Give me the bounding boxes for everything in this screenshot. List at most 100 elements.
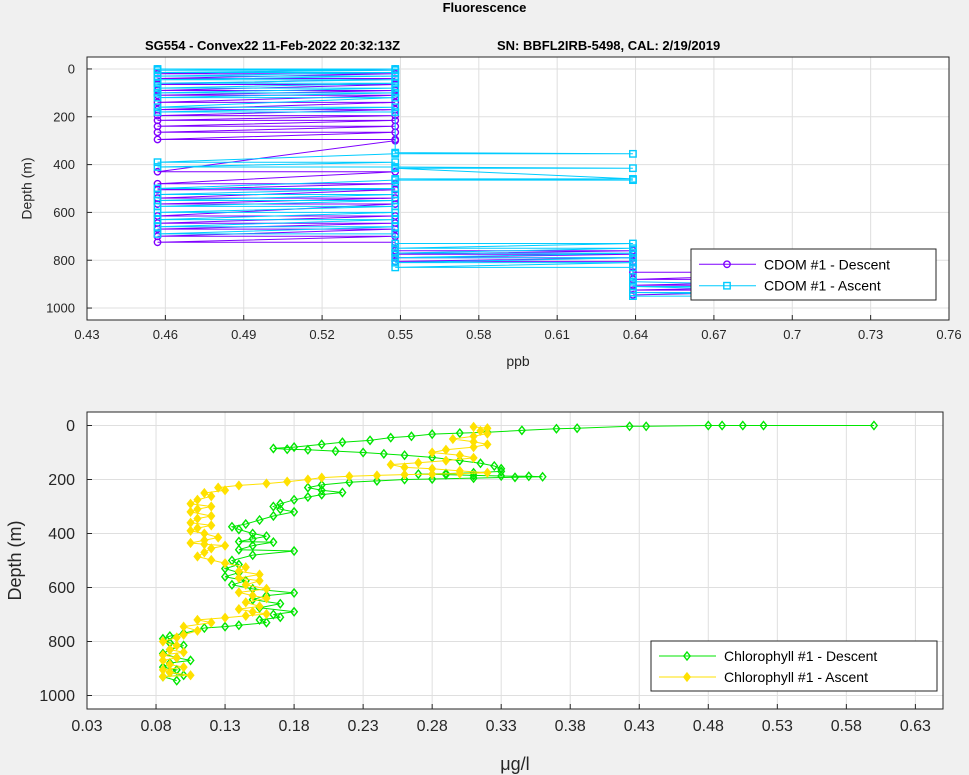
data-point bbox=[276, 598, 285, 609]
data-point bbox=[391, 108, 400, 116]
data-point bbox=[338, 487, 347, 498]
data-point bbox=[227, 579, 237, 590]
data-point bbox=[441, 444, 451, 455]
data-point bbox=[428, 429, 437, 440]
legend-marker bbox=[723, 260, 731, 269]
data-point bbox=[193, 614, 202, 626]
x-tick-label: 0.03 bbox=[71, 718, 102, 735]
data-point bbox=[428, 447, 437, 458]
data-point bbox=[153, 238, 162, 247]
data-point bbox=[391, 103, 400, 112]
y-tick-label: 200 bbox=[53, 109, 75, 124]
data-point bbox=[317, 479, 326, 491]
data-point bbox=[220, 571, 230, 582]
data-point bbox=[629, 277, 637, 286]
data-point bbox=[290, 587, 299, 599]
data-point bbox=[153, 108, 162, 116]
data-point bbox=[165, 667, 174, 678]
data-point bbox=[207, 543, 216, 554]
data-point bbox=[629, 263, 637, 272]
data-point bbox=[331, 446, 340, 457]
data-point bbox=[234, 566, 243, 577]
x-axis-label: μg/l bbox=[500, 754, 529, 774]
series-1 bbox=[158, 420, 879, 686]
data-point bbox=[704, 420, 713, 431]
data-point bbox=[538, 471, 547, 482]
data-layer bbox=[158, 420, 879, 686]
data-point bbox=[165, 659, 174, 670]
data-point bbox=[718, 420, 727, 431]
x-tick-label: 0.38 bbox=[555, 718, 586, 735]
data-point bbox=[476, 425, 485, 437]
series-line bbox=[157, 68, 871, 297]
legend-marker bbox=[682, 650, 692, 662]
data-point bbox=[255, 514, 264, 526]
data-point bbox=[241, 518, 250, 530]
data-point bbox=[153, 163, 162, 171]
x-tick-label: 0.49 bbox=[231, 327, 256, 342]
data-point bbox=[153, 222, 162, 231]
data-point bbox=[200, 528, 209, 539]
data-point bbox=[262, 593, 271, 604]
data-point bbox=[153, 215, 162, 224]
data-point bbox=[391, 230, 400, 238]
data-point bbox=[234, 587, 243, 598]
data-point bbox=[629, 239, 637, 248]
data-point bbox=[738, 420, 747, 431]
data-point bbox=[386, 459, 395, 470]
y-tick-label: 600 bbox=[48, 580, 75, 597]
data-point bbox=[214, 532, 223, 543]
data-point bbox=[629, 249, 637, 257]
data-point bbox=[220, 612, 230, 623]
data-point bbox=[193, 625, 202, 636]
legend-marker bbox=[723, 281, 731, 290]
y-tick-label: 800 bbox=[53, 253, 75, 268]
data-point bbox=[193, 494, 202, 505]
data-point bbox=[153, 184, 162, 193]
x-tick-label: 0.48 bbox=[693, 718, 724, 735]
data-point bbox=[153, 98, 162, 107]
data-point bbox=[234, 603, 243, 615]
data-point bbox=[391, 222, 400, 231]
data-point bbox=[391, 253, 400, 262]
data-point bbox=[153, 167, 162, 176]
data-point bbox=[153, 84, 162, 92]
y-tick-label: 400 bbox=[53, 157, 75, 172]
data-point bbox=[200, 622, 209, 634]
data-point bbox=[573, 423, 582, 434]
data-point bbox=[248, 528, 257, 539]
y-tick-label: 1000 bbox=[39, 688, 75, 705]
data-point bbox=[391, 244, 400, 253]
data-point bbox=[158, 649, 168, 661]
data-point bbox=[153, 128, 162, 137]
data-point bbox=[391, 215, 400, 224]
plot-subtitle-right: SN: BBFL2IRB-5498, CAL: 2/19/2019 bbox=[497, 38, 721, 53]
data-point bbox=[234, 480, 243, 491]
legend-marker bbox=[682, 671, 692, 683]
data-point bbox=[179, 629, 188, 640]
data-point bbox=[317, 439, 326, 450]
data-point bbox=[200, 487, 209, 499]
data-point bbox=[391, 158, 400, 167]
data-point bbox=[255, 575, 264, 586]
x-tick-label: 0.63 bbox=[900, 718, 931, 735]
data-point bbox=[629, 282, 637, 291]
data-point bbox=[207, 617, 216, 628]
data-point bbox=[200, 547, 209, 558]
data-point bbox=[158, 655, 168, 666]
data-point bbox=[153, 88, 162, 97]
data-point bbox=[290, 441, 299, 453]
data-point bbox=[483, 467, 492, 478]
data-point bbox=[400, 450, 409, 461]
data-point bbox=[283, 476, 292, 487]
data-point bbox=[400, 462, 409, 473]
data-point bbox=[303, 444, 312, 455]
x-tick-label: 0.43 bbox=[624, 718, 655, 735]
data-point bbox=[248, 549, 257, 561]
data-point bbox=[186, 537, 195, 549]
y-axis-label: Depth (m) bbox=[19, 157, 35, 219]
legend-label: Chlorophyll #1 - Ascent bbox=[724, 669, 868, 685]
data-point bbox=[269, 501, 278, 512]
data-point bbox=[186, 525, 195, 536]
data-point bbox=[400, 469, 409, 480]
